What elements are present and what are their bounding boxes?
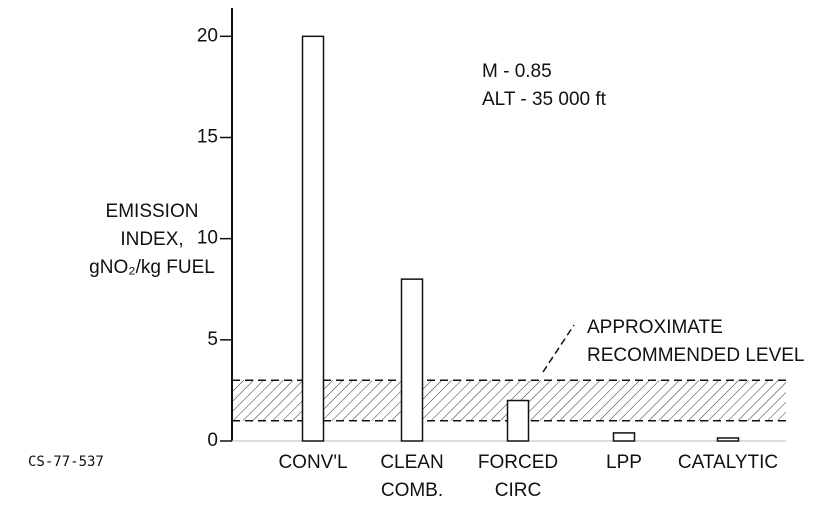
y-tick-label: 20 bbox=[197, 25, 218, 46]
condition-mach: M - 0.85 bbox=[482, 61, 552, 82]
condition-altitude: ALT - 35 000 ft bbox=[482, 89, 607, 110]
y-axis-label: INDEX, bbox=[120, 229, 183, 250]
bar bbox=[716, 437, 740, 442]
y-tick-label: 10 bbox=[197, 228, 218, 249]
x-tick-label: CATALYTIC bbox=[678, 452, 778, 473]
x-tick-label: CONV'L bbox=[278, 452, 347, 473]
bar bbox=[506, 399, 530, 442]
band-label: APPROXIMATE bbox=[587, 317, 723, 338]
bar bbox=[400, 278, 424, 442]
y-tick-label: 5 bbox=[207, 329, 218, 350]
bar bbox=[612, 432, 636, 442]
figure-id: CS-77-537 bbox=[28, 454, 104, 470]
y-tick-label: 15 bbox=[197, 127, 218, 148]
x-tick-label: COMB. bbox=[381, 480, 443, 501]
band-label: RECOMMENDED LEVEL bbox=[587, 345, 805, 366]
x-tick-label: CIRC bbox=[495, 480, 541, 501]
x-tick-label: LPP bbox=[606, 452, 642, 473]
y-axis-label: EMISSION bbox=[106, 201, 199, 222]
x-tick-label: FORCED bbox=[478, 452, 558, 473]
bar bbox=[301, 35, 325, 442]
y-axis-label: gNO₂/kg FUEL bbox=[89, 257, 215, 278]
x-tick-label: CLEAN bbox=[380, 452, 443, 473]
y-tick-label: 0 bbox=[207, 430, 218, 451]
leader-line bbox=[542, 324, 575, 373]
